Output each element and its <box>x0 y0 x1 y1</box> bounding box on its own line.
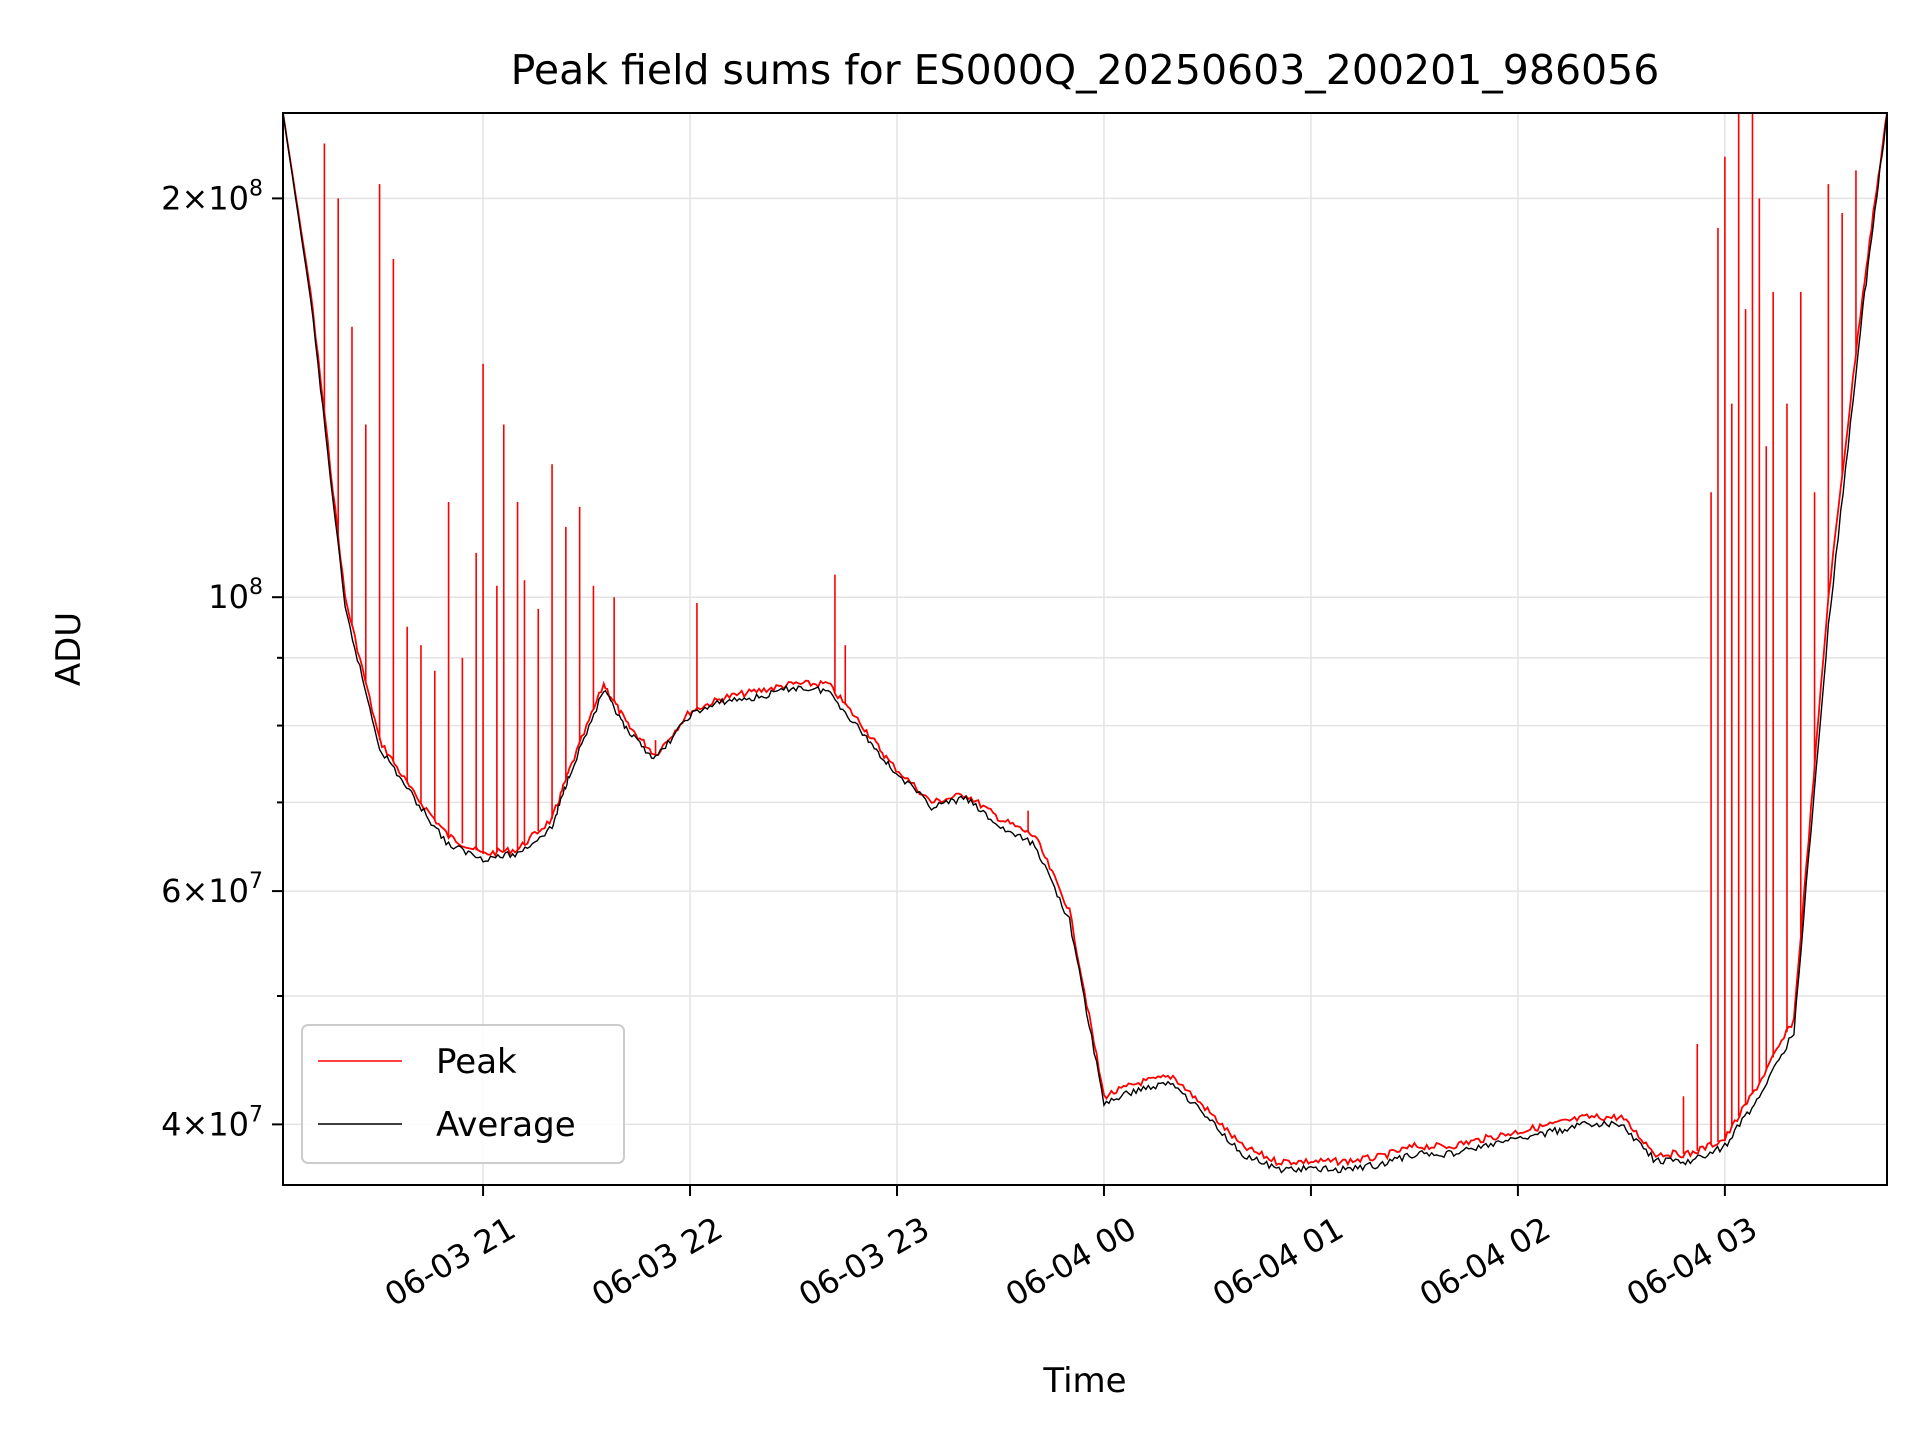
grid-lines <box>283 113 1887 1185</box>
legend: Peak Average <box>301 1024 625 1164</box>
y-ticks: 4×107 6×107 108 2×108 <box>161 176 283 1143</box>
chart-title: Peak field sums for ES000Q_20250603_2002… <box>511 46 1660 94</box>
legend-label-peak: Peak <box>436 1042 517 1082</box>
legend-box <box>301 1024 625 1164</box>
y-tick-label: 6×107 <box>161 869 263 910</box>
y-tick-label: 2×108 <box>161 176 263 217</box>
x-axis-label: Time <box>1042 1361 1126 1401</box>
y-axis-label: ADU <box>49 612 89 686</box>
legend-label-average: Average <box>436 1105 576 1145</box>
series-line-average <box>282 112 1888 1174</box>
plot-frame <box>282 112 1888 1186</box>
y-tick-label: 108 <box>208 575 263 616</box>
y-tick-label: 4×107 <box>161 1102 263 1143</box>
series-layer <box>282 112 1888 1174</box>
